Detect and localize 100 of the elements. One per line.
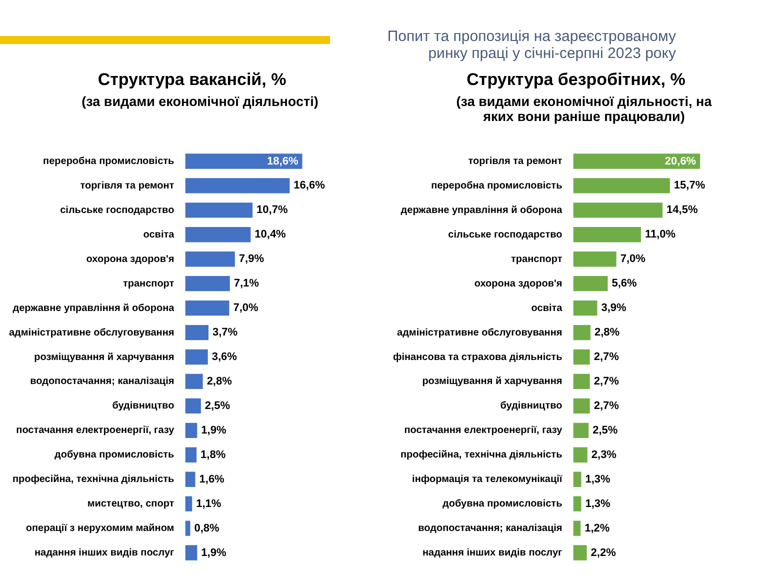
data-label: 2,2% — [590, 546, 616, 559]
data-label: 2,7% — [594, 400, 620, 412]
bar — [185, 324, 208, 340]
y-tick-label: адміністративне обслуговування — [8, 327, 174, 338]
bar — [573, 398, 590, 414]
y-tick-label: державне управління й оборона — [12, 302, 175, 314]
y-tick-label: фінансова та страхова діяльність — [392, 352, 562, 363]
bar — [185, 227, 251, 242]
bar — [573, 227, 641, 242]
bar — [185, 374, 203, 390]
y-tick-label: інформація та телекомунікації — [412, 474, 562, 486]
data-label: 2,5% — [204, 400, 230, 412]
data-label: 3,7% — [212, 326, 238, 339]
bar — [185, 520, 190, 536]
data-label: 0,8% — [194, 522, 220, 534]
data-label: 10,4% — [254, 228, 286, 241]
y-tick-label: переробна промисловість — [431, 180, 562, 192]
y-tick-label: будівництво — [500, 400, 562, 412]
y-tick-label: мистецтво, спорт — [87, 498, 174, 510]
data-label: 15,7% — [674, 180, 706, 192]
data-label: 1,9% — [201, 424, 226, 436]
bar — [185, 202, 253, 218]
y-tick-label: водопостачання; каналізація — [418, 523, 562, 534]
bar — [185, 545, 198, 560]
data-label: 2,3% — [591, 448, 617, 461]
y-tick-label: будівництво — [112, 400, 174, 412]
data-label: 1,3% — [585, 473, 611, 486]
y-tick-label: охорона здоров'я — [86, 254, 174, 265]
bar — [185, 472, 196, 487]
data-label: 3,6% — [212, 351, 238, 364]
data-label: 2,5% — [592, 424, 618, 436]
y-tick-label: охорона здоров'я — [474, 278, 562, 290]
data-label: 3,9% — [601, 302, 627, 314]
chart-title: Структура безробітних, % — [466, 70, 686, 90]
data-label: 7,9% — [238, 253, 264, 266]
bar — [185, 447, 197, 462]
bar — [573, 520, 581, 536]
data-label: 1,1% — [196, 498, 222, 510]
data-label: 7,0% — [620, 253, 646, 266]
y-tick-label: водопостачання; каналізація — [30, 376, 174, 388]
y-tick-label: добувна промисловість — [442, 498, 562, 510]
bar — [573, 447, 588, 462]
bar — [185, 154, 302, 169]
y-tick-label: освіта — [531, 302, 563, 314]
bar — [185, 349, 208, 365]
bar — [573, 349, 590, 365]
bar — [185, 422, 198, 438]
data-label: 10,7% — [256, 204, 288, 216]
bar — [573, 422, 589, 438]
data-label: 16,6% — [294, 180, 326, 192]
bar — [573, 202, 663, 218]
bar — [573, 252, 616, 267]
data-label: 20,6% — [664, 155, 696, 168]
y-tick-label: добувна промисловість — [54, 450, 174, 461]
y-tick-label: постачання електроенергії, газу — [404, 425, 563, 436]
y-tick-label: надання інших видів послуг — [34, 548, 174, 559]
data-label: 7,0% — [233, 302, 259, 314]
y-tick-label: надання інших видів послуг — [422, 548, 562, 559]
y-tick-label: торгівля та ремонт — [468, 156, 562, 167]
bar — [185, 496, 192, 512]
y-tick-label: розміщування й харчування — [422, 376, 562, 388]
y-tick-label: постачання електроенергії, газу — [16, 425, 175, 436]
bar — [573, 154, 700, 169]
data-label: 1,8% — [200, 448, 226, 461]
bar — [573, 374, 590, 390]
data-label: 2,7% — [594, 351, 620, 364]
chart-subtitle: (за видами економічної діяльності, на яких вони раніше працювали) — [455, 94, 713, 124]
data-label: 2,8% — [206, 376, 232, 388]
text: Попит та пропозиція на зареєстрованому ринку праці у січні-серпні 2023 року — [386, 28, 676, 62]
data-label: 7,1% — [234, 278, 260, 290]
chart-title: Структура вакансій, % — [96, 70, 288, 90]
data-label: 1,6% — [199, 473, 225, 486]
y-tick-label: торгівля та ремонт — [80, 180, 174, 192]
y-tick-label: професійна, технічна діяльність — [12, 474, 174, 486]
bar — [573, 300, 598, 316]
y-tick-label: освіта — [143, 229, 175, 240]
data-label: 1,9% — [201, 546, 226, 559]
y-tick-label: професійна, технічна діяльність — [400, 450, 562, 461]
bar — [573, 545, 587, 560]
y-tick-label: сільське господарство — [448, 229, 562, 240]
y-tick-label: розміщування й харчування — [34, 352, 174, 363]
bar — [573, 496, 582, 512]
y-tick-label: операції з нерухомим майном — [26, 523, 174, 534]
y-tick-label: транспорт — [122, 278, 174, 290]
data-label: 1,3% — [585, 498, 611, 510]
data-label: 5,6% — [612, 278, 638, 290]
bar — [185, 276, 230, 292]
bar — [185, 252, 235, 267]
bar — [185, 178, 290, 194]
y-tick-label: сільське господарство — [60, 204, 174, 216]
bar — [185, 398, 201, 414]
data-label: 2,7% — [594, 376, 620, 388]
data-label: 18,6% — [267, 155, 298, 168]
y-tick-label: адміністративне обслуговування — [397, 327, 562, 338]
data-label: 11,0% — [644, 228, 676, 241]
data-label: 2,8% — [594, 326, 620, 339]
data-label: 1,2% — [584, 522, 610, 534]
bar — [573, 276, 608, 292]
bar — [573, 178, 670, 194]
bar — [573, 472, 582, 487]
